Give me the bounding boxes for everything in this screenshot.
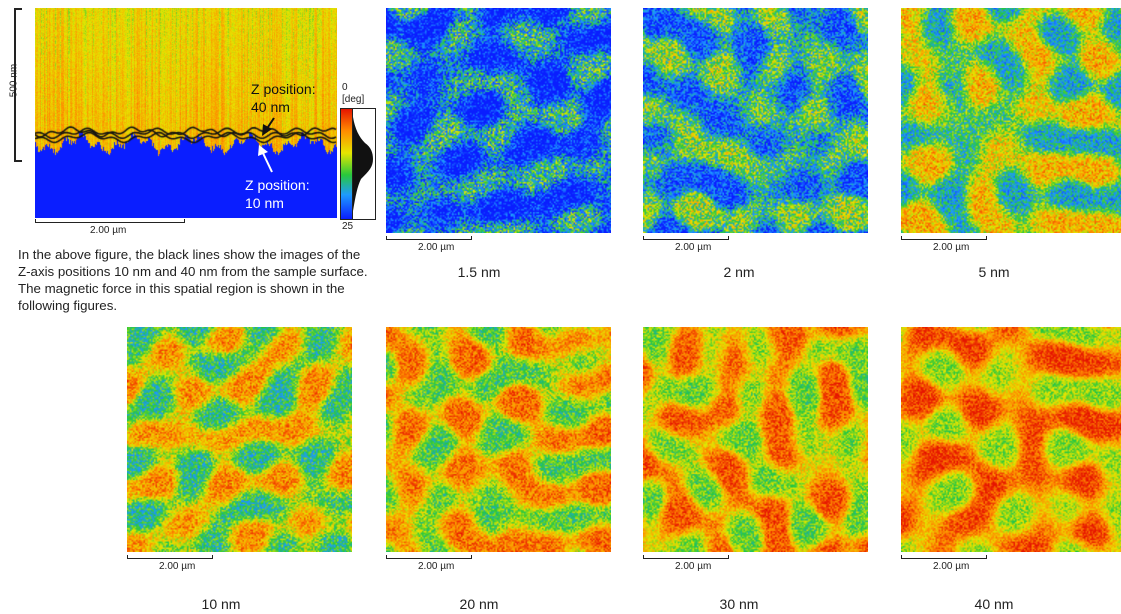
arrow-to-40nm-line xyxy=(262,117,275,136)
mfm-image-1_5nm xyxy=(386,8,611,233)
description-text: In the above figure, the black lines sho… xyxy=(18,247,368,313)
mfm-scale-bar: 2.00 µm xyxy=(127,555,213,572)
z-position-label-40nm: Z position: 40 nm xyxy=(251,81,316,115)
vertical-scale-bracket xyxy=(14,8,22,162)
mfm-image-canvas xyxy=(386,8,611,233)
mfm-scale-bar: 2.00 µm xyxy=(386,555,472,572)
mfm-scale-bar-label: 2.00 µm xyxy=(418,242,455,253)
mfm-scale-bar-label: 2.00 µm xyxy=(418,561,455,572)
mfm-panel-caption: 40 nm xyxy=(974,596,1014,612)
mfm-image-2nm xyxy=(643,8,868,233)
mfm-scale-bar: 2.00 µm xyxy=(901,555,987,572)
mfm-image-canvas xyxy=(643,327,868,552)
mfm-scale-bar-label: 2.00 µm xyxy=(159,561,196,572)
cross-section-canvas xyxy=(35,8,337,218)
colorbar-top-label: 0 xyxy=(342,82,348,93)
mfm-scale-bar: 2.00 µm xyxy=(386,236,472,253)
mfm-panel-caption: 10 nm xyxy=(201,596,241,612)
mfm-image-40nm xyxy=(901,327,1121,552)
z-position-arrows xyxy=(258,117,275,173)
mfm-image-canvas xyxy=(901,8,1121,233)
mfm-scale-bar-label: 2.00 µm xyxy=(933,242,970,253)
mfm-image-canvas xyxy=(901,327,1121,552)
mfm-panel-caption: 2 nm xyxy=(723,264,755,280)
mfm-scale-bar-label: 2.00 µm xyxy=(933,561,970,572)
mfm-image-canvas xyxy=(643,8,868,233)
mfm-panel-caption: 1.5 nm xyxy=(457,264,501,280)
mfm-image-5nm xyxy=(901,8,1121,233)
scale-bar-label: 2.00 µm xyxy=(90,225,127,236)
colorbar-bottom-label: 25 xyxy=(342,221,354,232)
histogram-shape xyxy=(353,117,373,211)
mfm-scale-bar: 2.00 µm xyxy=(901,236,987,253)
arrow-to-10nm-line xyxy=(258,145,273,173)
mfm-scale-bar-label: 2.00 µm xyxy=(675,242,712,253)
cross-section-figure: 500 nm Z position: 40 nm Z position: 10 … xyxy=(0,0,380,240)
mfm-scale-bar: 2.00 µm xyxy=(643,555,729,572)
cross-section-image xyxy=(35,8,337,218)
z-position-label-10nm: Z position: 10 nm xyxy=(245,177,310,211)
mfm-image-canvas xyxy=(127,327,352,552)
colorbar-histogram xyxy=(352,108,376,220)
mfm-panel-caption: 20 nm xyxy=(459,596,499,612)
mfm-scale-bar: 2.00 µm xyxy=(643,236,729,253)
mfm-image-30nm xyxy=(643,327,868,552)
mfm-panel-caption: 5 nm xyxy=(978,264,1010,280)
mfm-scale-bar-label: 2.00 µm xyxy=(675,561,712,572)
cross-section-scale-bar: 2.00 µm xyxy=(35,219,185,236)
colorbar-unit-label: [deg] xyxy=(342,94,365,105)
mfm-image-10nm xyxy=(127,327,352,552)
mfm-image-canvas xyxy=(386,327,611,552)
mfm-panel-caption: 30 nm xyxy=(719,596,759,612)
mfm-image-20nm xyxy=(386,327,611,552)
